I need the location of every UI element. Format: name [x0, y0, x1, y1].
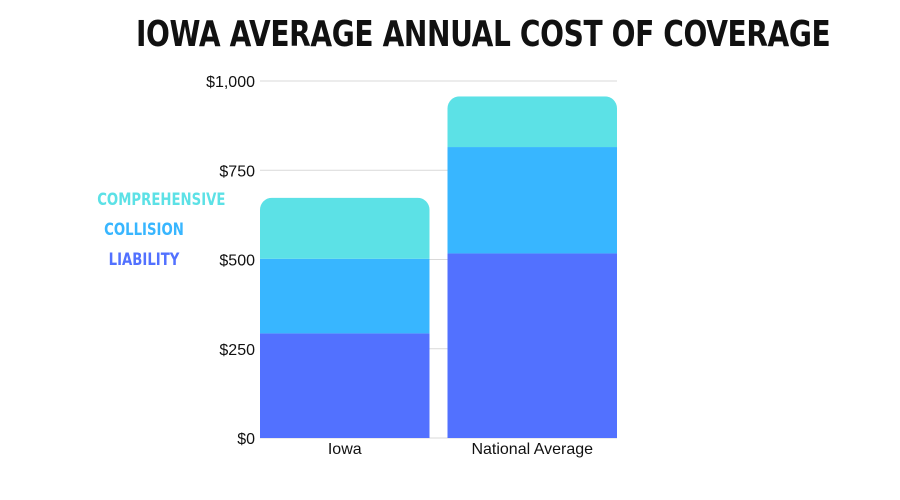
y-tick-label: $750 [219, 163, 255, 180]
bar-segment-comprehensive [447, 96, 617, 148]
y-tick-label: $1,000 [206, 74, 255, 91]
x-category-label: National Average [471, 441, 593, 458]
y-axis-ticks: $0 $250 $500 $750 $1,000 [206, 74, 255, 448]
legend-item-liability: LIABILITY [108, 250, 180, 270]
bar-segment-comprehensive [260, 197, 430, 259]
y-tick-label: $0 [237, 431, 255, 448]
bar-segment-liability [260, 333, 430, 438]
y-tick-label: $500 [219, 253, 255, 270]
x-category-label: Iowa [328, 441, 362, 458]
x-axis-labels: Iowa National Average [328, 441, 593, 458]
bar-segment-collision [447, 147, 617, 254]
bar-stack [447, 96, 617, 438]
bars [260, 96, 617, 438]
bar-segment-collision [260, 258, 430, 334]
bar-segment-liability [447, 253, 617, 438]
chart-title: IOWA AVERAGE ANNUAL COST OF COVERAGE [136, 14, 831, 55]
legend: COMPREHENSIVE COLLISION LIABILITY [84, 188, 225, 278]
legend-item-collision: COLLISION [104, 220, 184, 240]
bar-stack [260, 197, 430, 438]
y-tick-label: $250 [219, 342, 255, 359]
